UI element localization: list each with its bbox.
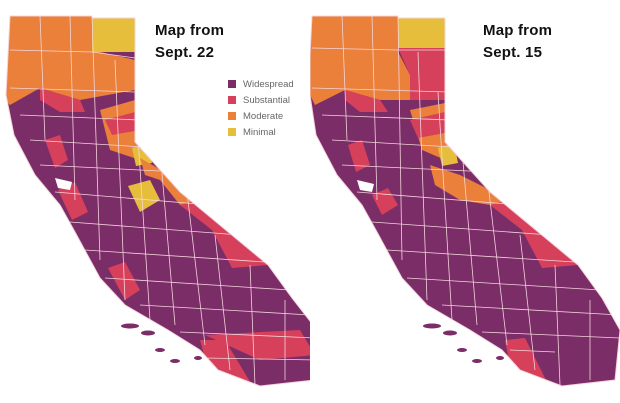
state-outline [5,15,310,387]
legend-label-moderate: Moderate [243,110,284,122]
california-county-map-sept-15 [310,15,620,387]
substantial-bay-region [45,135,68,168]
substantial-north-coast-region [345,90,388,112]
substantial-north-region [398,48,450,100]
substantial-bay-region [348,140,370,172]
substantial-north-region [40,88,85,112]
minimal-north-region [92,16,140,52]
substantial-sierra-region [105,112,140,135]
minimal-north-region [398,16,450,48]
legend-item-widespread: Widespread [228,76,294,92]
legend-item-substantial: Substantial [228,92,294,108]
substantial-central-coast-region [58,182,88,220]
map-title-line2: Sept. 15 [483,44,543,61]
legend-swatch-moderate [228,112,236,120]
legend-label-substantial: Substantial [243,94,291,106]
map-title-line2: Sept. 22 [155,44,215,61]
moderate-north-region [310,16,410,105]
legend-swatch-substantial [228,96,236,104]
state-outline [310,15,620,387]
map-panel-sept-15: Map from Sept. 15 [310,0,620,403]
channel-islands [121,323,202,363]
minimal-alpine-region [128,180,160,212]
bay-water [55,178,72,190]
channel-islands [423,323,504,363]
california-county-map-sept-22 [5,15,310,387]
map-title-sept-22: Map from Sept. 22 [155,20,224,64]
substantial-imperial-region [205,330,310,360]
legend-label-minimal: Minimal [243,126,276,138]
county-borders [9,16,310,386]
map-title-sept-15: Map from Sept. 15 [483,20,552,64]
legend-swatch-widespread [228,80,236,88]
map-title-line1: Map from [483,22,553,39]
legend-item-moderate: Moderate [228,108,294,124]
map-legend: Widespread Substantial Moderate Minimal [228,76,294,140]
legend-label-widespread: Widespread [243,78,294,90]
legend-swatch-minimal [228,128,236,136]
moderate-north-region [6,16,135,105]
moderate-mono-region [430,165,510,205]
legend-item-minimal: Minimal [228,124,294,140]
map-title-line1: Map from [155,22,225,39]
map-panel-sept-22: Map from Sept. 22 Widespread Substantial… [5,15,310,387]
county-borders [311,16,620,386]
bay-water [357,180,374,192]
